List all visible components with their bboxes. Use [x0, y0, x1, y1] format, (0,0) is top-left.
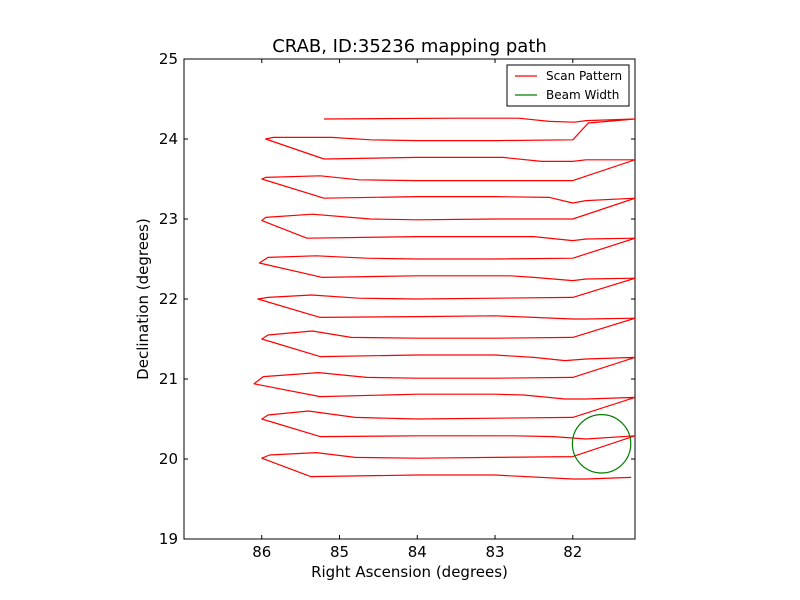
beam-width-circle	[571, 414, 632, 474]
y-tick-label: 19	[159, 530, 178, 548]
series-layer	[253, 117, 635, 480]
legend-label: Beam Width	[546, 88, 619, 102]
legend: Scan Pattern Beam Width	[506, 64, 630, 107]
x-tick-label: 82	[563, 543, 582, 561]
scan-pattern-line	[253, 117, 635, 480]
y-tick-label: 21	[159, 370, 178, 388]
y-axis-title: Declination (degrees)	[134, 218, 152, 380]
legend-box	[506, 64, 630, 107]
ticks-layer: 86 85 84 83 82 19 20 21 22 23 24 25	[159, 50, 635, 561]
legend-label: Scan Pattern	[546, 69, 622, 83]
x-axis-title: Right Ascension (degrees)	[311, 563, 508, 581]
x-tick-label: 86	[252, 543, 271, 561]
x-tick-label: 84	[408, 543, 427, 561]
y-tick-label: 25	[159, 50, 178, 68]
chart-title: CRAB, ID:35236 mapping path	[272, 36, 547, 57]
y-tick-label: 24	[159, 130, 178, 148]
y-tick-label: 22	[159, 290, 178, 308]
plot-area: 86 85 84 83 82 19 20 21 22 23 24 25	[159, 50, 636, 561]
y-tick-label: 23	[159, 210, 178, 228]
y-tick-label: 20	[159, 450, 178, 468]
x-tick-label: 85	[330, 543, 349, 561]
x-tick-label: 83	[485, 543, 504, 561]
